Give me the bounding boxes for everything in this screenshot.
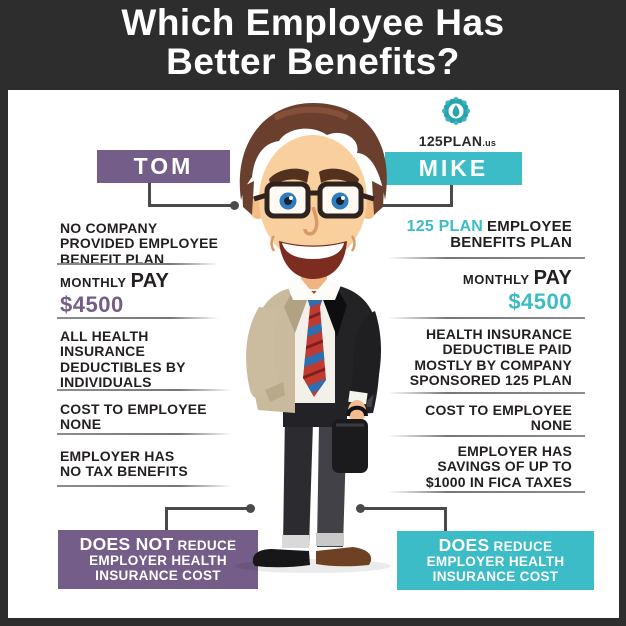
tom-pay-label-small: MONTHLY [60, 275, 127, 290]
tom-connector-dot [230, 201, 239, 210]
brand-name: 125PLAN.us [395, 133, 520, 149]
mike-cost-line1: COST TO EMPLOYEE [425, 402, 572, 418]
tom-tax-text: EMPLOYER HAS NO TAX BENEFITS [60, 448, 188, 480]
divider [388, 435, 585, 437]
mike-pay-label-big: PAY [533, 267, 572, 289]
tom-deductibles-line3: DEDUCTIBLES BY [60, 358, 186, 375]
mike-cost-text: COST TO EMPLOYEE NONE [380, 402, 572, 434]
divider [57, 433, 232, 435]
tom-benefit-plan-line2: PROVIDED EMPLOYEE [60, 235, 219, 252]
tom-result-emphasis: DOES NOT [79, 534, 174, 554]
tom-deductibles-line2: INSURANCE [60, 343, 146, 360]
mike-pay-label-small: MONTHLY [462, 272, 530, 287]
mike-deductibles-line4: SPONSORED 125 PLAN [409, 371, 572, 388]
tom-deductibles-line1: ALL HEALTH [60, 328, 149, 344]
tom-cost-line1: COST TO EMPLOYEE [60, 401, 207, 417]
tom-box-connector-vertical [165, 510, 168, 531]
mike-plan-line1-rest: EMPLOYEE [487, 218, 572, 235]
tom-cost-line2: NONE [60, 416, 102, 433]
mike-result-box: DOES REDUCE EMPLOYER HEALTH INSURANCE CO… [397, 531, 594, 590]
mike-tax-text: EMPLOYER HAS SAVINGS OF UP TO $1000 IN F… [372, 443, 572, 490]
mike-tax-line2: SAVINGS OF UP TO [437, 458, 572, 475]
businessman-illustration [235, 103, 391, 573]
mike-result-line2: EMPLOYER HEALTH [426, 554, 565, 570]
black-shoe [252, 549, 310, 568]
brand-tld: .us [482, 138, 497, 148]
mike-box-connector-horizontal [362, 507, 447, 510]
divider [388, 317, 585, 319]
mike-result-line3: INSURANCE COST [432, 569, 559, 585]
title-line-2: Better Benefits? [166, 41, 460, 83]
divider [57, 485, 232, 487]
tom-benefit-plan-line3: BENEFIT PLAN [60, 250, 165, 267]
tom-benefit-plan-text: NO COMPANY PROVIDED EMPLOYEE BENEFIT PLA… [60, 220, 219, 267]
mike-pay-amount: $4500 [508, 288, 572, 314]
divider [57, 389, 232, 391]
mike-plan-text: 125 PLAN EMPLOYEE BENEFITS PLAN [380, 218, 572, 252]
tom-result-after: REDUCE [177, 538, 237, 553]
mike-plan-highlight: 125 PLAN [406, 218, 483, 235]
tom-result-line3: INSURANCE COST [95, 568, 221, 584]
tom-pay-label-big: PAY [130, 270, 170, 292]
brand-text: 125PLAN [418, 133, 483, 149]
mike-deductibles-line3: MOSTLY BY COMPANY [414, 356, 572, 373]
tom-result-line2: EMPLOYER HEALTH [89, 553, 227, 569]
tom-box-connector-dot [246, 504, 255, 513]
divider [57, 317, 219, 319]
mike-connector-line-vertical [450, 185, 453, 207]
mike-plan-line2: BENEFITS PLAN [450, 234, 572, 252]
divider [388, 257, 585, 259]
mike-result-emphasis: DOES [438, 535, 490, 555]
mike-connector-line-horizontal [366, 204, 453, 207]
mike-deductibles-line1: HEALTH INSURANCE [425, 326, 572, 342]
tom-deductibles-text: ALL HEALTH INSURANCE DEDUCTIBLES BY INDI… [60, 328, 186, 390]
brown-shoe [316, 547, 372, 567]
briefcase [332, 405, 368, 473]
tom-cost-text: COST TO EMPLOYEE NONE [60, 401, 207, 433]
tom-name-label: TOM [133, 153, 194, 179]
tom-connector-line-vertical [148, 183, 151, 207]
tom-connector-line-horizontal [148, 204, 234, 207]
mike-name-label: MIKE [418, 155, 489, 181]
tom-benefit-plan-line1: NO COMPANY [60, 220, 158, 236]
tom-tax-line1: EMPLOYER HAS [60, 448, 175, 464]
divider [388, 491, 585, 493]
tom-deductibles-line4: INDIVIDUALS [60, 373, 152, 390]
tom-pay-amount: $4500 [60, 291, 124, 317]
tom-monthly-pay: MONTHLY PAY $4500 [60, 270, 170, 317]
mike-result-after: REDUCE [493, 539, 553, 554]
title-line-1: Which Employee Has [121, 2, 505, 43]
flower-icon [442, 97, 470, 125]
tom-tax-line2: NO TAX BENEFITS [60, 463, 188, 480]
page-title: Which Employee Has Better Benefits? [0, 2, 626, 83]
mike-monthly-pay: MONTHLY PAY $4500 [380, 267, 572, 314]
tom-name-badge: TOM [97, 150, 230, 183]
face [259, 135, 367, 263]
divider [57, 263, 219, 265]
divider [388, 392, 585, 394]
striped-tie [303, 291, 326, 397]
mike-box-connector-vertical [444, 510, 447, 532]
mike-box-connector-dot [356, 504, 365, 513]
mike-tax-line3: $1000 IN FICA TAXES [425, 473, 572, 490]
mike-deductibles-text: HEALTH INSURANCE DEDUCTIBLE PAID MOSTLY … [372, 326, 572, 388]
tom-box-connector-horizontal [165, 507, 250, 510]
mike-name-badge: MIKE [385, 152, 522, 185]
mike-cost-line2: NONE [530, 417, 572, 434]
hair [239, 103, 387, 200]
mike-deductibles-line2: DEDUCTIBLE PAID [442, 341, 572, 358]
mike-tax-line1: EMPLOYER HAS [457, 443, 572, 459]
tom-result-box: DOES NOT REDUCE EMPLOYER HEALTH INSURANC… [58, 530, 258, 589]
